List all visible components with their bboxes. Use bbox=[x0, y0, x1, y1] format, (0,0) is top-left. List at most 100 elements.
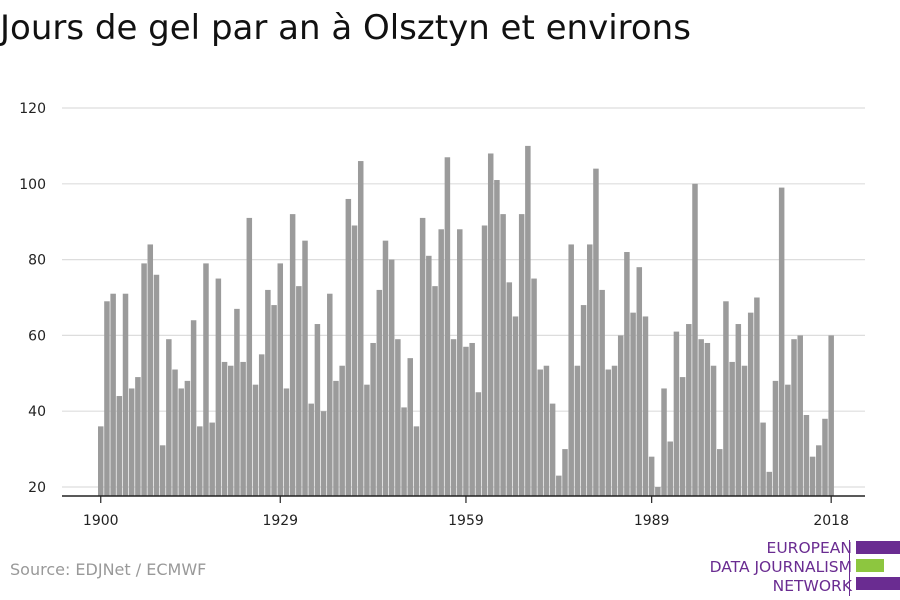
bar-1938 bbox=[333, 380, 339, 496]
bar-2012 bbox=[791, 339, 797, 496]
bar-1917 bbox=[203, 263, 209, 496]
x-tick-label: 1900 bbox=[83, 513, 119, 529]
bar-1936 bbox=[320, 411, 327, 496]
y-tick-label: 80 bbox=[28, 253, 46, 269]
bar-2000 bbox=[717, 449, 723, 496]
bar-1947 bbox=[388, 259, 395, 496]
bar-1979 bbox=[587, 244, 593, 496]
bar-1913 bbox=[178, 388, 184, 496]
bar-1948 bbox=[395, 339, 401, 496]
x-tick-label: 1929 bbox=[262, 513, 298, 529]
bar-chart: 20 40 60 80 100 120 1900 1929 1959 1989 2018 bbox=[19, 101, 865, 529]
bar-1989 bbox=[648, 456, 655, 496]
bar-1952 bbox=[419, 217, 426, 496]
bar-1939 bbox=[339, 365, 345, 496]
bar-1928 bbox=[271, 305, 277, 496]
bar-2014 bbox=[803, 414, 810, 496]
bar-2010 bbox=[778, 187, 785, 496]
logo-divider bbox=[849, 540, 850, 596]
bar-1923 bbox=[240, 361, 246, 496]
bar-1907 bbox=[141, 263, 147, 496]
x-axis: 1900 1929 1959 1989 2018 bbox=[62, 495, 865, 529]
logo-bar-purple-bottom bbox=[856, 577, 900, 590]
bar-1969 bbox=[525, 145, 531, 496]
bar-1955 bbox=[438, 229, 444, 496]
logo-bar-purple-top bbox=[856, 541, 900, 554]
bar-1973 bbox=[549, 403, 556, 496]
bar-2011 bbox=[785, 384, 791, 496]
bar-1986 bbox=[630, 312, 636, 496]
bar-1929 bbox=[277, 263, 284, 496]
bar-1943 bbox=[364, 384, 370, 496]
bar-1980 bbox=[593, 168, 599, 496]
bar-1965 bbox=[500, 214, 506, 496]
bar-1949 bbox=[401, 407, 407, 496]
bar-1966 bbox=[506, 282, 513, 496]
bar-1962 bbox=[481, 225, 488, 497]
bar-1997 bbox=[698, 339, 704, 496]
y-tick-label: 20 bbox=[28, 480, 46, 496]
bar-1940 bbox=[345, 198, 352, 496]
bar-1976 bbox=[568, 244, 574, 496]
bar-2006 bbox=[754, 297, 760, 496]
bar-1959 bbox=[463, 346, 469, 496]
bar-2001 bbox=[723, 301, 729, 496]
bar-1902 bbox=[110, 293, 116, 496]
bar-2003 bbox=[735, 324, 742, 496]
bar-1977 bbox=[574, 365, 581, 496]
bar-1900 bbox=[98, 426, 104, 496]
bar-1906 bbox=[135, 377, 141, 496]
bar-1994 bbox=[679, 377, 686, 496]
bar-1924 bbox=[246, 217, 253, 496]
bar-1987 bbox=[636, 267, 643, 496]
bar-1912 bbox=[172, 369, 178, 496]
bar-1904 bbox=[122, 293, 129, 496]
bar-1988 bbox=[642, 316, 649, 496]
bar-1972 bbox=[543, 365, 550, 496]
logo-bar-green bbox=[856, 559, 884, 572]
bar-1984 bbox=[617, 335, 624, 496]
bar-1925 bbox=[252, 384, 259, 496]
bar-1951 bbox=[413, 426, 420, 496]
bar-1974 bbox=[556, 475, 562, 496]
bar-1993 bbox=[673, 331, 680, 496]
bar-1914 bbox=[184, 380, 191, 496]
bars bbox=[98, 145, 834, 497]
bar-1911 bbox=[166, 339, 172, 496]
y-tick-label: 40 bbox=[28, 404, 46, 420]
bar-1963 bbox=[487, 153, 494, 497]
bar-1983 bbox=[611, 365, 618, 496]
bar-1946 bbox=[382, 240, 389, 496]
bar-1970 bbox=[531, 278, 537, 496]
x-tick-label: 2018 bbox=[813, 513, 849, 529]
bar-2005 bbox=[747, 312, 754, 496]
bar-1964 bbox=[494, 180, 500, 496]
bar-1954 bbox=[432, 286, 438, 496]
bar-1956 bbox=[444, 157, 451, 496]
x-tick-label: 1989 bbox=[634, 513, 670, 529]
bar-1960 bbox=[469, 342, 475, 496]
logo-line-2: DATA JOURNALISM bbox=[709, 558, 852, 576]
bar-1920 bbox=[221, 361, 228, 496]
logo-line-1: EUROPEAN bbox=[766, 539, 852, 557]
bar-2016 bbox=[816, 445, 822, 496]
bar-1990 bbox=[655, 487, 661, 496]
y-tick-label: 100 bbox=[19, 177, 46, 193]
bar-1901 bbox=[104, 301, 110, 496]
y-tick-label: 120 bbox=[19, 101, 46, 117]
bar-1995 bbox=[686, 324, 692, 496]
bar-1968 bbox=[518, 214, 525, 496]
bar-1909 bbox=[153, 274, 160, 496]
bar-1932 bbox=[296, 286, 302, 496]
bar-1910 bbox=[159, 445, 166, 496]
bar-1930 bbox=[283, 388, 290, 496]
bar-1953 bbox=[426, 255, 432, 496]
bar-1996 bbox=[692, 183, 698, 497]
y-axis-labels: 20 40 60 80 100 120 bbox=[19, 101, 46, 496]
edjnet-logo[interactable]: EUROPEAN DATA JOURNALISM NETWORK bbox=[700, 538, 900, 596]
bar-1950 bbox=[407, 358, 413, 496]
bar-1941 bbox=[351, 225, 358, 497]
bar-1903 bbox=[116, 396, 123, 496]
bar-2017 bbox=[822, 418, 828, 496]
bar-1942 bbox=[357, 161, 364, 496]
